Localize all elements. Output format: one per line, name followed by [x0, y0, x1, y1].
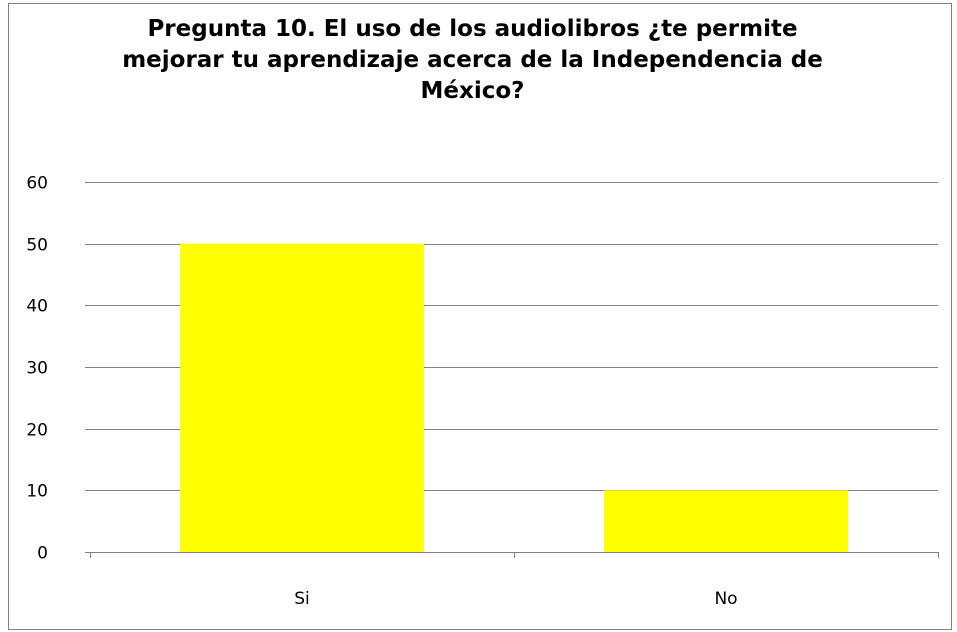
- bars: [180, 243, 848, 552]
- y-tick-label-50: 50: [26, 236, 48, 256]
- y-tick-label-20: 20: [26, 421, 48, 441]
- bar-si: [180, 243, 424, 552]
- chart-title-line-2: mejorar tu aprendizaje acerca de la Inde…: [122, 47, 823, 73]
- chart-title-line-1: Pregunta 10. El uso de los audiolibros ¿…: [147, 16, 798, 42]
- y-axis: 0 10 20 30 40 50 60: [26, 174, 90, 564]
- y-tick-label-10: 10: [26, 482, 48, 502]
- x-axis: Si No: [90, 552, 939, 609]
- chart-title-line-3: México?: [420, 78, 525, 104]
- y-tick-label-0: 0: [37, 544, 48, 564]
- y-tick-label-30: 30: [26, 359, 48, 379]
- bar-no: [604, 490, 848, 552]
- x-tick-label-si: Si: [294, 589, 310, 609]
- y-tick-label-60: 60: [26, 174, 48, 194]
- y-tick-label-40: 40: [26, 297, 48, 317]
- x-tick-label-no: No: [714, 589, 737, 609]
- chart-title: Pregunta 10. El uso de los audiolibros ¿…: [100, 14, 845, 107]
